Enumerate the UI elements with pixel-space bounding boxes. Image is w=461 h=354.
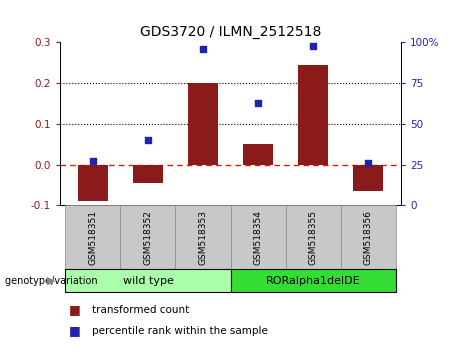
Text: transformed count: transformed count bbox=[92, 305, 189, 315]
FancyBboxPatch shape bbox=[120, 205, 176, 269]
FancyBboxPatch shape bbox=[341, 205, 396, 269]
Bar bbox=[133, 165, 163, 183]
FancyBboxPatch shape bbox=[285, 205, 341, 269]
Text: genotype/variation: genotype/variation bbox=[5, 275, 100, 286]
Bar bbox=[353, 165, 383, 191]
Text: GSM518355: GSM518355 bbox=[308, 210, 318, 265]
Text: wild type: wild type bbox=[123, 275, 173, 286]
FancyBboxPatch shape bbox=[65, 205, 120, 269]
Bar bbox=[188, 83, 218, 165]
Point bbox=[144, 137, 152, 143]
Point bbox=[254, 100, 262, 105]
FancyBboxPatch shape bbox=[230, 205, 285, 269]
Bar bbox=[243, 144, 273, 165]
Bar bbox=[78, 165, 108, 201]
FancyBboxPatch shape bbox=[176, 205, 230, 269]
Text: GSM518356: GSM518356 bbox=[364, 210, 372, 265]
Point bbox=[89, 159, 97, 164]
Text: GSM518352: GSM518352 bbox=[143, 210, 153, 265]
Text: GSM518351: GSM518351 bbox=[89, 210, 97, 265]
Point bbox=[309, 43, 317, 48]
Bar bbox=[298, 65, 328, 165]
FancyBboxPatch shape bbox=[230, 269, 396, 292]
Point bbox=[364, 160, 372, 166]
Title: GDS3720 / ILMN_2512518: GDS3720 / ILMN_2512518 bbox=[140, 25, 321, 39]
Text: ▶: ▶ bbox=[47, 275, 55, 286]
FancyBboxPatch shape bbox=[65, 269, 230, 292]
Point bbox=[199, 46, 207, 52]
Text: GSM518353: GSM518353 bbox=[199, 210, 207, 265]
Text: GSM518354: GSM518354 bbox=[254, 210, 262, 265]
Text: ■: ■ bbox=[69, 303, 81, 316]
Text: ■: ■ bbox=[69, 325, 81, 337]
Text: percentile rank within the sample: percentile rank within the sample bbox=[92, 326, 268, 336]
Text: RORalpha1delDE: RORalpha1delDE bbox=[266, 275, 361, 286]
